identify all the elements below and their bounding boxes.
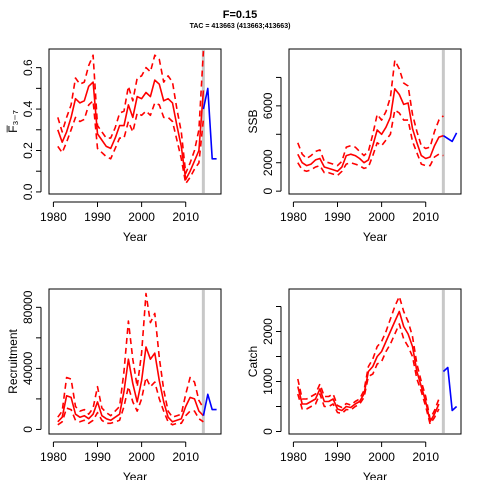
fbar-x-axis-label: Year [123, 230, 147, 244]
recruitment-x-tick-label: 1990 [84, 450, 111, 464]
ssb-y-axis-label: SSB [246, 109, 260, 133]
catch-x-axis-label: Year [363, 470, 387, 480]
fbar-y-tick-label: 0.2 [21, 142, 35, 159]
fbar-series-lower [57, 100, 205, 185]
ssb-series-lower [297, 109, 444, 177]
recruitment-plot-frame [48, 288, 222, 435]
ssb-series-projection [442, 132, 458, 143]
recruitment-series-upper [57, 292, 205, 419]
fbar-series-central [57, 79, 205, 181]
fbar-plot-frame [48, 48, 222, 195]
ssb-y-tick-label: 0 [261, 188, 275, 195]
recruitment-y-tick-label: 0 [21, 426, 35, 433]
fbar-y-axis-label: F̅₃₋₇ [6, 110, 20, 133]
recruitment-y-tick-label: 80000 [21, 290, 35, 324]
fbar-y-tick-label: 0.4 [21, 100, 35, 117]
figure-subtitle: TAC = 413663 (413663;413663) [189, 23, 291, 30]
fbar-series-upper [57, 51, 205, 175]
catch-x-tick-label: 1980 [280, 450, 307, 464]
catch-y-tick-label: 1000 [261, 368, 275, 395]
catch-x-tick-label: 1990 [324, 450, 351, 464]
ssb-plot-frame [288, 48, 462, 195]
fbar-x-tick-label: 1980 [40, 210, 67, 224]
catch-series-lower [297, 323, 440, 425]
ssb-x-axis-label: Year [363, 230, 387, 244]
ssb-x-tick-label: 1990 [324, 210, 351, 224]
catch-series-projection [442, 366, 458, 412]
recruitment-series-central [57, 346, 204, 423]
catch-y-tick-label: 2000 [261, 318, 275, 345]
ssb-x-tick-label: 2010 [412, 210, 439, 224]
ssb-y-tick-label: 6000 [261, 92, 275, 119]
recruitment-x-tick-label: 2010 [172, 450, 199, 464]
recruitment-x-tick-label: 1980 [40, 450, 67, 464]
fbar-y-tick-label: 0.6 [21, 59, 35, 76]
figure-title: F=0.15 [222, 9, 258, 21]
fbar-y-tick-label: 0.0 [21, 183, 35, 200]
recruitment-y-tick-label: 40000 [21, 351, 35, 385]
recruitment-y-axis-label: Recruitment [6, 328, 20, 393]
catch-plot-frame [288, 288, 462, 435]
recruitment-x-axis-label: Year [123, 470, 147, 480]
recruitment-series-projection [202, 393, 217, 416]
recruitment-panel: 1980 1990 2000 2010 Year 0 40000 80000Recruitme… [6, 288, 222, 480]
fbar-panel: 1980 1990 2000 2010 Year 0.0 0.2 0.4 0.6 F̅₃₋₇ [6, 48, 222, 244]
ssb-series-central [297, 88, 444, 173]
fbar-series-projection [202, 87, 217, 160]
catch-series-central [297, 310, 440, 423]
catch-x-tick-label: 2010 [412, 450, 439, 464]
fbar-x-tick-label: 1990 [84, 210, 111, 224]
catch-series-upper [297, 295, 440, 420]
catch-y-tick-label: 0 [261, 428, 275, 435]
ssb-y-tick-label: 2000 [261, 149, 275, 176]
ssb-series-upper [297, 59, 444, 167]
recruitment-x-tick-label: 2000 [128, 450, 155, 464]
fbar-x-tick-label: 2000 [128, 210, 155, 224]
fbar-x-tick-label: 2010 [172, 210, 199, 224]
catch-x-tick-label: 2000 [368, 450, 395, 464]
ssb-x-tick-label: 1980 [280, 210, 307, 224]
recruitment-series-lower [57, 376, 204, 426]
ssb-x-tick-label: 2000 [368, 210, 395, 224]
catch-y-axis-label: Catch [246, 346, 260, 377]
